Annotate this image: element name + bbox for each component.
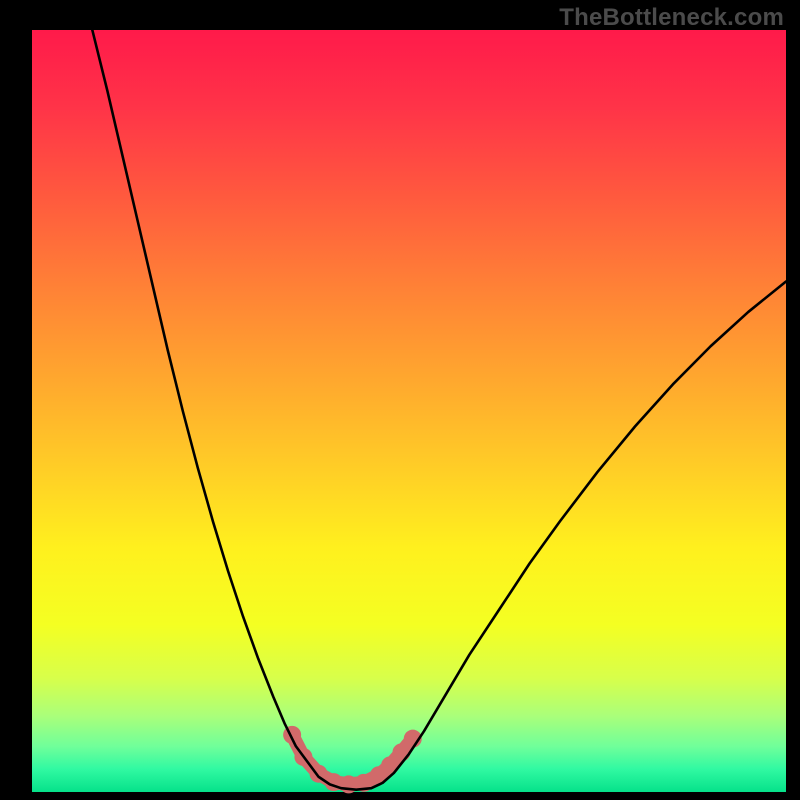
watermark-text: TheBottleneck.com xyxy=(559,4,784,32)
plot-background xyxy=(32,30,786,792)
bottleneck-curve-chart xyxy=(0,0,800,800)
